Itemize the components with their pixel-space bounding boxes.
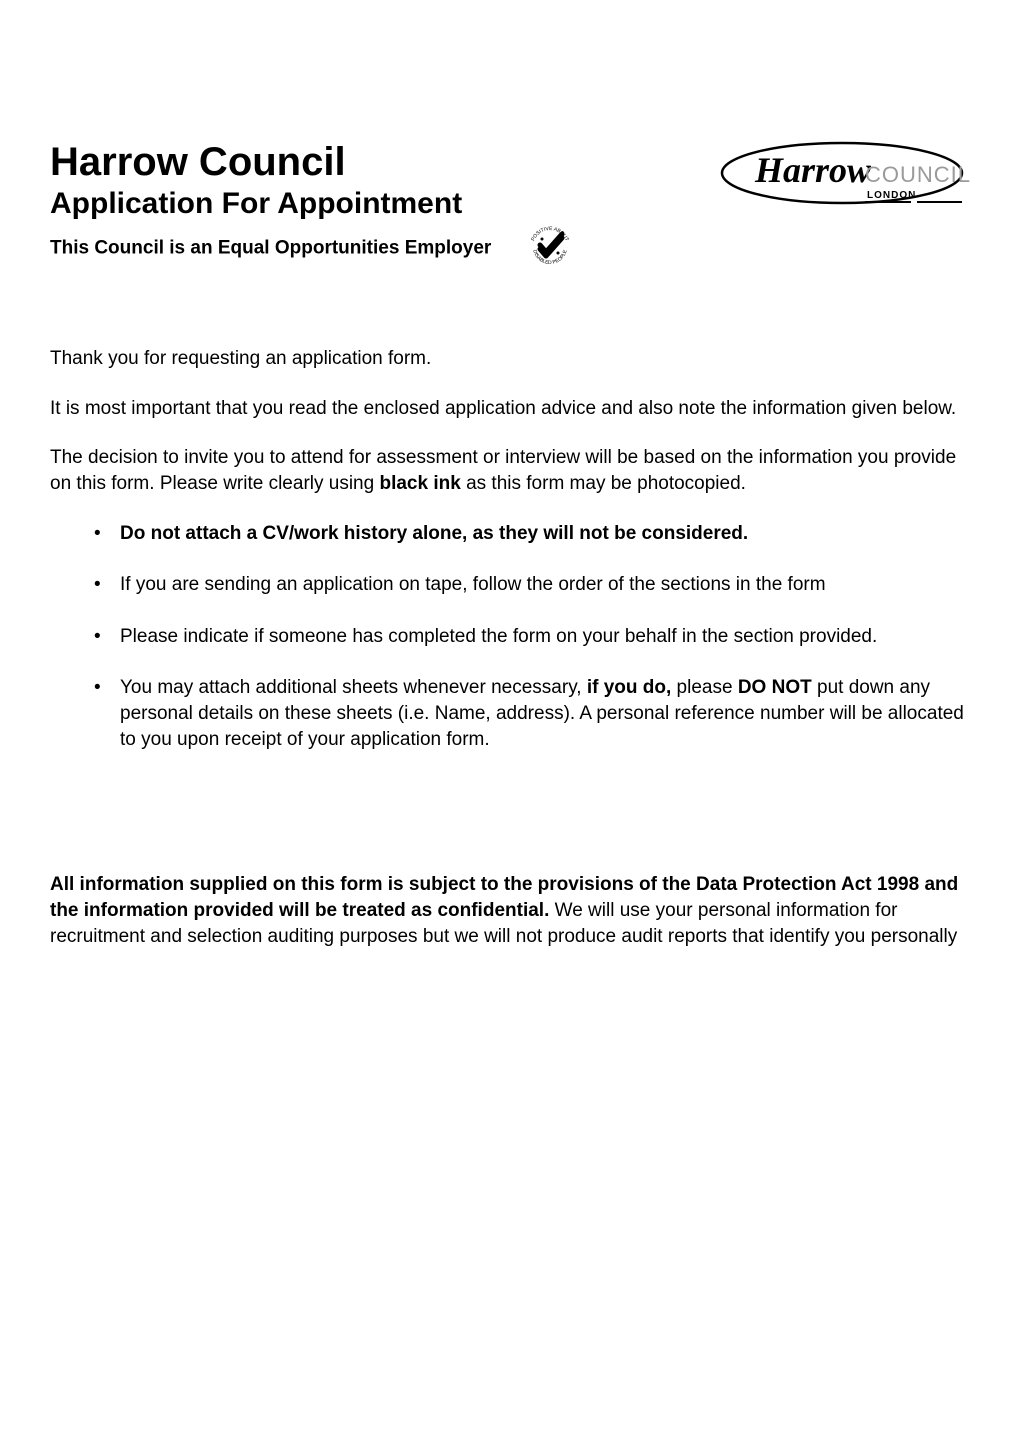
bullet-item-3: Please indicate if someone has completed… (94, 624, 970, 650)
bullet-text-part-3: please (671, 677, 738, 698)
positive-about-disabled-people-icon: POSITIVE ABOUT DISABLED PEOPLE (526, 223, 574, 276)
employer-line: This Council is an Equal Opportunities E… (50, 238, 491, 259)
data-protection-paragraph: All information supplied on this form is… (50, 872, 970, 949)
bullet-item-4: You may attach additional sheets wheneve… (94, 675, 970, 752)
intro-paragraph-3: The decision to invite you to attend for… (50, 445, 970, 496)
bullet-text-part-4: DO NOT (738, 677, 812, 698)
bullet-text-part-1: You may attach additional sheets wheneve… (120, 677, 587, 698)
intro-paragraph-2: It is most important that you read the e… (50, 396, 970, 422)
para3-bold: black ink (379, 473, 460, 494)
bullet-list: Do not attach a CV/work history alone, a… (50, 521, 970, 753)
bullet-text-part-2: if you do, (587, 677, 671, 698)
logo-script-text: Harrow (754, 150, 872, 190)
bullet-item-2: If you are sending an application on tap… (94, 572, 970, 598)
bullet-text: Please indicate if someone has completed… (120, 626, 877, 647)
body-content: Thank you for requesting an application … (50, 346, 970, 949)
harrow-council-logo: Harrow COUNCIL LONDON (715, 140, 970, 220)
bullet-text: If you are sending an application on tap… (120, 574, 826, 595)
bullet-text: Do not attach a CV/work history alone, a… (120, 523, 748, 544)
header-container: Harrow COUNCIL LONDON Harrow Council App… (50, 140, 970, 276)
intro-paragraph-1: Thank you for requesting an application … (50, 346, 970, 372)
bullet-item-1: Do not attach a CV/work history alone, a… (94, 521, 970, 547)
para3-text-after: as this form may be photocopied. (461, 473, 746, 494)
logo-london-text: LONDON (867, 190, 916, 201)
logo-caps-text: COUNCIL (865, 162, 970, 187)
